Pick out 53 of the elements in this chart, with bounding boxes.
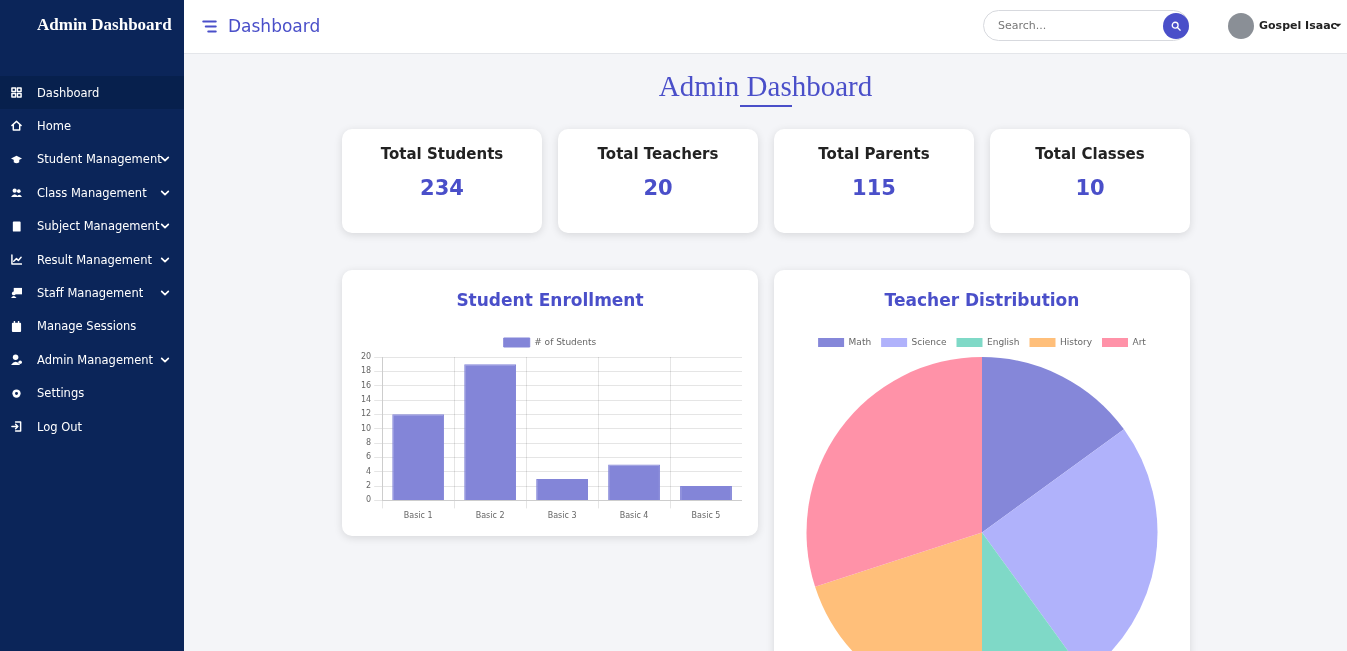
text: Home (37, 118, 71, 133)
data-label: 234 (419, 176, 465, 200)
x-tick-label: Basic 5 (691, 511, 721, 521)
text: Student Management (37, 152, 162, 167)
bar (608, 464, 660, 500)
category-label: Total Parents (817, 145, 931, 163)
y-tick-label: 12 (360, 409, 372, 419)
text: Subject Management (37, 219, 160, 234)
data-label: 20 (642, 176, 674, 200)
category-label: Total Classes (1034, 145, 1146, 163)
text: Admin Dashboard (37, 15, 172, 35)
y-tick-label: 2 (366, 481, 372, 491)
legend-label: English (987, 336, 1020, 347)
bar (392, 414, 445, 500)
text: Gospel Isaac (1259, 19, 1338, 32)
legend-label: Math (848, 336, 872, 347)
x-tick-label: Basic 2 (475, 511, 505, 521)
y-tick-label: 10 (360, 423, 372, 433)
x-tick-label: Basic 1 (403, 511, 433, 521)
legend-label: Art (1132, 336, 1147, 347)
text: Class Management (37, 185, 147, 200)
text: Dashboard (228, 16, 321, 36)
text: Admin Management (37, 352, 154, 367)
text: Manage Sessions (37, 319, 137, 334)
data-label: 115 (851, 176, 897, 200)
y-tick-label: 16 (360, 380, 372, 390)
y-tick-label: 20 (360, 352, 372, 362)
category-label: Total Teachers (596, 145, 720, 163)
bar (680, 486, 732, 500)
x-tick-label: Basic 3 (547, 511, 577, 521)
y-tick-label: 4 (366, 466, 372, 476)
legend-label: History (1060, 336, 1093, 347)
text: Settings (37, 386, 85, 401)
text: Staff Management (37, 285, 144, 300)
y-tick-label: 8 (366, 438, 372, 448)
category-label: Total Students (379, 145, 505, 163)
y-tick-label: 14 (360, 395, 372, 405)
legend-label: # of Students (534, 336, 597, 347)
text: Result Management (37, 252, 152, 267)
text: Log Out (37, 419, 83, 434)
bar (536, 478, 588, 500)
y-tick-label: 0 (366, 495, 372, 505)
data-label: 10 (1074, 176, 1106, 200)
bar (464, 364, 517, 500)
legend-label: Science (911, 336, 947, 347)
text: Search... (998, 19, 1047, 32)
chart-title: Teacher Distribution (883, 290, 1081, 310)
x-tick-label: Basic 4 (619, 511, 649, 521)
y-tick-label: 6 (366, 452, 372, 462)
y-tick-label: 18 (360, 366, 372, 376)
text: Dashboard (37, 85, 100, 100)
text: Admin Dashboard (657, 70, 874, 103)
chart-title: Student Enrollment (455, 290, 645, 310)
